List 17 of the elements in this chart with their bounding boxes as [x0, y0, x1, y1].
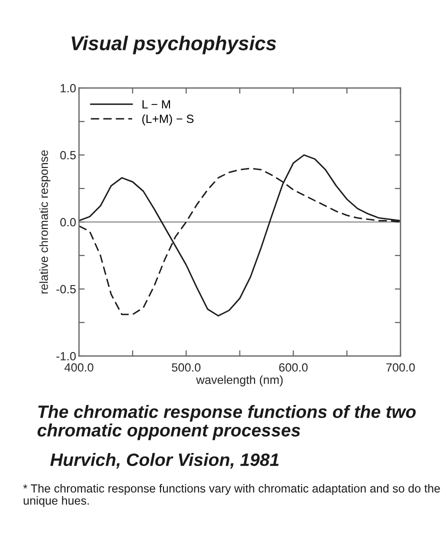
y-tick-label: -0.5 — [56, 285, 76, 294]
legend-label: (L+M) − S — [142, 114, 194, 126]
y-tick-label: 0.0 — [60, 218, 76, 226]
text: The chromatic response functions of the two chromatic opponent processes — [38, 405, 416, 440]
x-tick-label: 400.0 — [64, 363, 94, 372]
y-tick-label: 0.5 — [60, 151, 76, 160]
text: * The chromatic response functions vary with chromatic adaptation and so do the unique hues. — [23, 484, 440, 508]
x-tick-label: 600.0 — [279, 363, 308, 372]
y-axis-title: relative chromatic response — [39, 150, 50, 294]
chart-title: Visual psychophysics — [72, 36, 276, 54]
legend-label: L − M — [142, 100, 170, 108]
y-tick-label: 1.0 — [60, 84, 76, 92]
text: Hurvich, Color Vision, 1981 — [50, 453, 279, 469]
x-tick-label: 500.0 — [172, 363, 200, 372]
x-tick-label: 700.0 — [386, 363, 415, 372]
y-tick-label: -1.0 — [56, 352, 76, 360]
x-axis-title: wavelength (nm) — [196, 375, 283, 386]
